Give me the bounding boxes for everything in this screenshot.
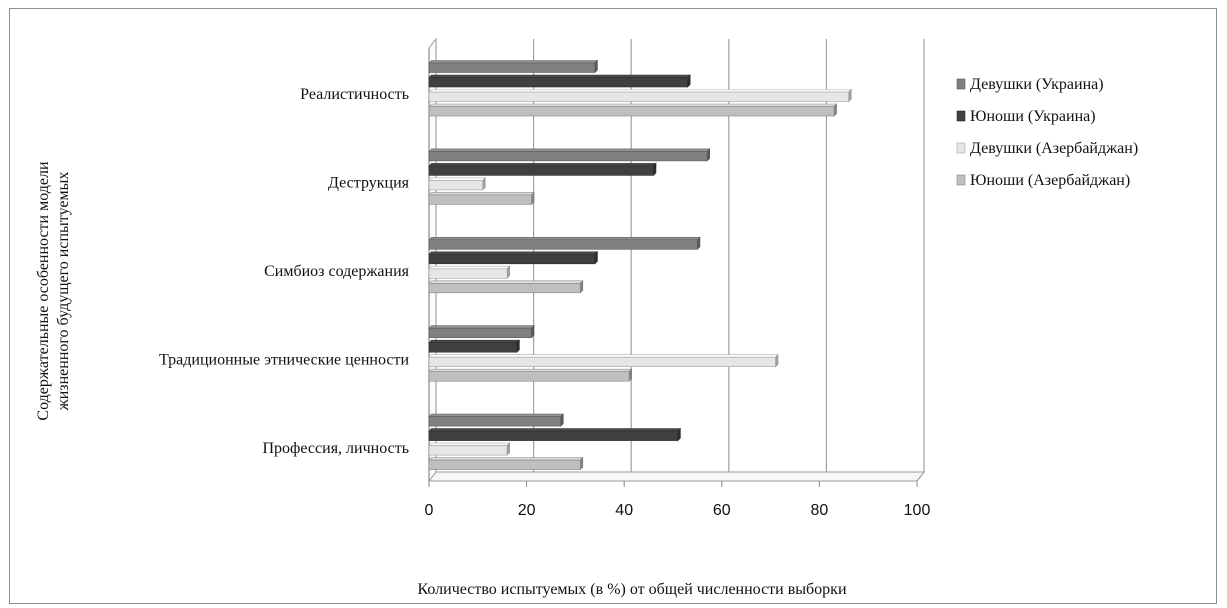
category-labels: Реалистичность Деструкция Симбиоз содержан…	[159, 86, 410, 457]
legend-label: Девушки (Азербайджан)	[970, 140, 1138, 157]
bar	[428, 162, 657, 177]
legend-item: Юноши (Азербайджан)	[956, 172, 1130, 189]
legend-label: Юноши (Азербайджан)	[970, 172, 1130, 189]
bar-chart: Реалистичность Деструкция Симбиоз содержан…	[35, 37, 1138, 598]
legend-item: Девушки (Азербайджан)	[956, 140, 1138, 157]
legend-swatch	[956, 110, 966, 122]
bar	[428, 442, 511, 456]
x-tick-label: 20	[518, 502, 536, 519]
gridline-100	[916, 39, 925, 482]
y-axis-title-line-2: жизненного будущего испытуемых	[55, 172, 72, 412]
bar	[428, 265, 511, 280]
bar	[428, 324, 535, 339]
x-tick-label: 0	[425, 502, 434, 519]
bar	[428, 74, 691, 88]
bar	[428, 339, 521, 353]
bar	[428, 59, 599, 74]
bar	[428, 177, 486, 191]
bar	[428, 280, 584, 294]
legend-item: Девушки (Украина)	[956, 76, 1104, 93]
category-label: Деструкция	[328, 175, 410, 192]
category-label: Профессия, личность	[263, 440, 410, 457]
legend-item: Юноши (Украина)	[956, 108, 1096, 125]
x-tick-label: 60	[713, 502, 731, 519]
bar	[428, 456, 584, 471]
legend-swatch	[956, 78, 966, 90]
bar	[428, 103, 838, 117]
category-label: Реалистичность	[300, 86, 409, 103]
category-label: Симбиоз содержания	[264, 263, 410, 280]
x-axis-title: Количество испытуемых (в %) от общей чис…	[417, 581, 846, 598]
bar	[428, 353, 779, 368]
bar	[428, 413, 564, 427]
bar	[428, 368, 633, 382]
y-axis-title-line-1: Содержательные особенности модели	[35, 161, 52, 421]
legend-label: Юноши (Украина)	[970, 108, 1096, 125]
x-axis-ticks: 0 20 40 60 80 100	[425, 481, 931, 519]
bar	[428, 148, 711, 162]
bar	[428, 427, 682, 442]
x-tick-label: 40	[615, 502, 633, 519]
chart-frame: Реалистичность Деструкция Симбиоз содержан…	[9, 8, 1217, 604]
category-label: Традиционные этнические ценности	[159, 351, 409, 368]
legend-swatch	[956, 142, 966, 154]
legend-swatch	[956, 174, 966, 186]
legend: Девушки (Украина) Юноши (Украина) Девушки …	[956, 76, 1138, 189]
bar	[428, 236, 701, 251]
x-tick-label: 80	[811, 502, 829, 519]
x-tick-label: 100	[904, 502, 931, 519]
bars	[428, 59, 852, 471]
legend-label: Девушки (Украина)	[970, 76, 1104, 93]
chart-floor	[427, 471, 926, 482]
bar	[428, 191, 535, 206]
bar	[428, 88, 852, 103]
bar	[428, 251, 599, 265]
